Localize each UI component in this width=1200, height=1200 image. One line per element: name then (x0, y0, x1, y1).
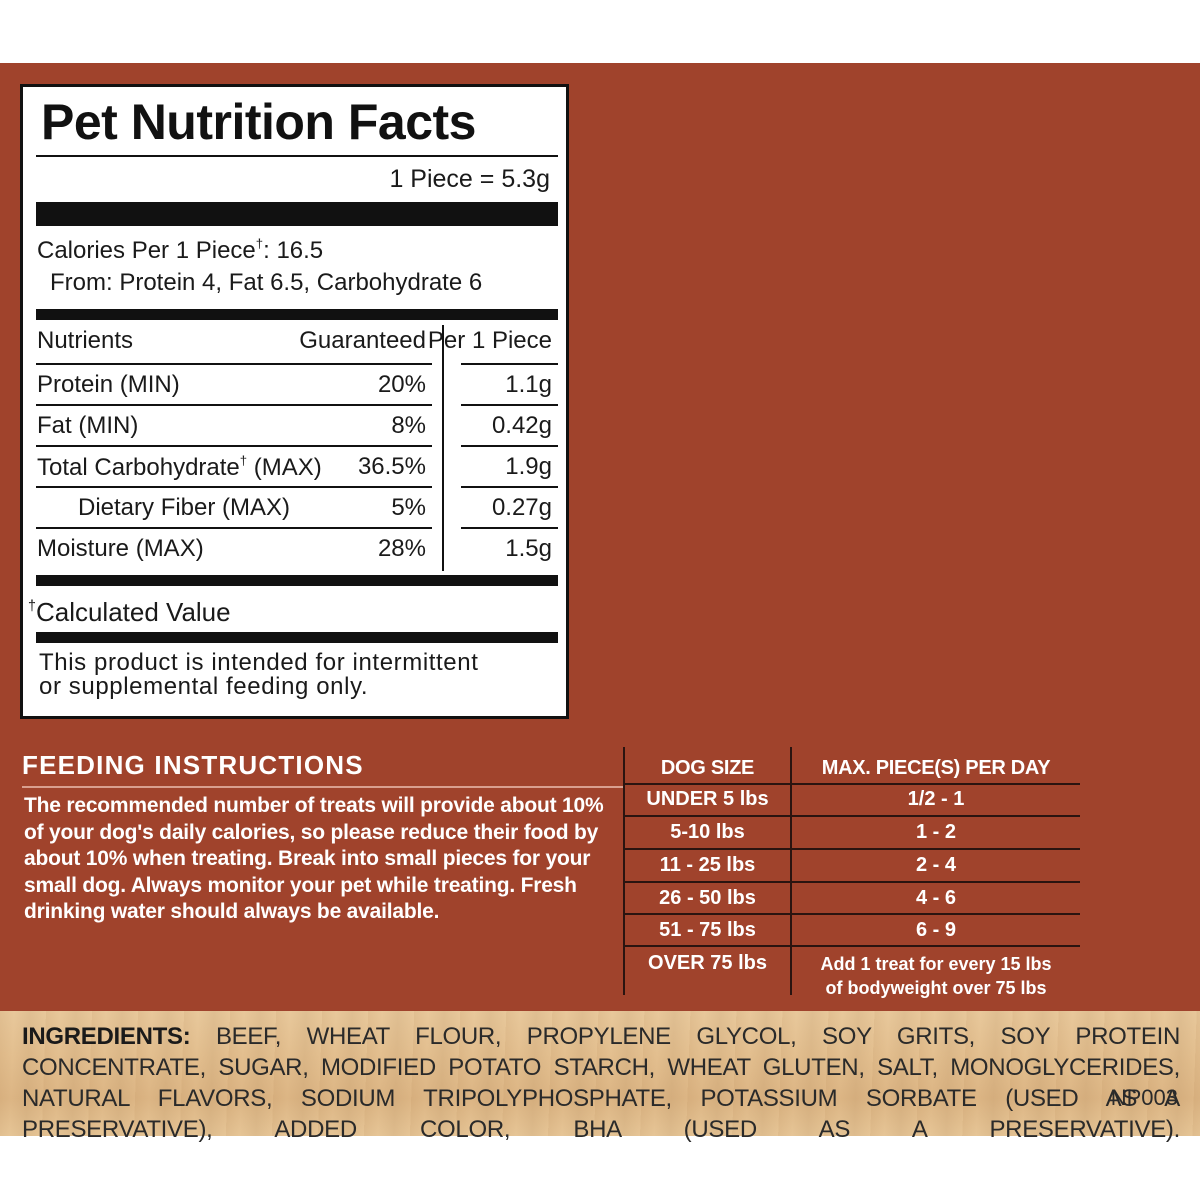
table-cell-size: OVER 75 lbs (648, 952, 767, 974)
top-margin (0, 0, 1200, 63)
table-rule (623, 783, 1080, 785)
medium-divider (36, 575, 558, 586)
nutrition-facts-box: Pet Nutrition Facts 1 Piece = 5.3g Calor… (20, 84, 569, 719)
ingredients-text: INGREDIENTS: BEEF, WHEAT FLOUR, PROPYLEN… (22, 1021, 1180, 1145)
bottom-margin (0, 1136, 1200, 1200)
ingredients-list: BEEF, WHEAT FLOUR, PROPYLENE GLYCOL, SOY… (22, 1023, 1180, 1143)
table-cell-max: Add 1 treat for every 15 lbs of bodyweig… (792, 952, 1080, 1000)
table-rule (623, 815, 1080, 817)
row-rule (36, 527, 432, 529)
nutrient-guaranteed: 28% (377, 535, 426, 562)
header-per-piece: Per 1 Piece (427, 327, 552, 354)
nutrient-guaranteed: 5% (391, 494, 426, 521)
calories-from: From: Protein 4, Fat 6.5, Carbohydrate 6 (50, 269, 483, 296)
table-cell-max: 1 - 2 (915, 821, 957, 843)
table-header-max: MAX. PIECE(S) PER DAY (821, 757, 1051, 779)
nutrient-guaranteed: 8% (391, 412, 426, 439)
nutrient-name: Fat (MIN) (37, 412, 139, 439)
feeding-note-line: or supplemental feeding only. (39, 673, 369, 700)
row-rule (461, 363, 558, 365)
calories-label: Calories Per 1 Piece (37, 236, 256, 264)
table-cell-size: 11 - 25 lbs (659, 854, 756, 876)
nutrient-name: Protein (MIN) (37, 371, 180, 398)
feeding-note: This product is intended for intermitten… (39, 651, 478, 699)
product-code: NP003 (1110, 1085, 1178, 1110)
table-header-size: DOG SIZE (660, 757, 755, 779)
column-divider (442, 325, 444, 571)
calories-line: Calories Per 1 Piece†: 16.5 (37, 236, 323, 265)
nutrient-per-piece: 1.1g (505, 371, 552, 398)
dagger-mark: † (28, 598, 36, 615)
nutrient-per-piece: 1.9g (505, 453, 552, 480)
thick-divider (36, 202, 558, 226)
table-rule (623, 848, 1080, 850)
row-rule (461, 404, 558, 406)
medium-divider (36, 632, 558, 643)
table-cell-max: 6 - 9 (915, 919, 957, 941)
dagger-mark: † (255, 236, 264, 251)
feeding-divider (22, 786, 624, 788)
feeding-note-line: This product is intended for intermitten… (39, 649, 479, 676)
ingredients-band (0, 1011, 1200, 1136)
header-nutrients: Nutrients (37, 327, 134, 354)
table-cell-max: 4 - 6 (915, 887, 957, 909)
row-rule (36, 486, 432, 488)
medium-divider (36, 309, 558, 320)
dagger-mark: † (239, 453, 248, 468)
nutrient-name: Dietary Fiber (MAX) (78, 494, 291, 521)
table-cell-max-line: Add 1 treat for every 15 lbs (820, 954, 1052, 974)
nutrient-per-piece: 1.5g (505, 535, 552, 562)
table-cell-max: 1/2 - 1 (907, 788, 965, 810)
serving-size: 1 Piece = 5.3g (389, 165, 550, 193)
nutrient-name-suffix: (MAX) (247, 453, 322, 481)
row-rule (461, 486, 558, 488)
calories-value: : 16.5 (263, 236, 324, 264)
table-cell-size: 51 - 75 lbs (659, 919, 756, 941)
table-border (623, 747, 625, 995)
table-cell-size: UNDER 5 lbs (646, 788, 769, 810)
nutrient-per-piece: 0.42g (491, 412, 552, 439)
nutrient-guaranteed: 20% (377, 371, 426, 398)
calculated-value-label: Calculated Value (35, 597, 231, 627)
feeding-title: FEEDING INSTRUCTIONS (22, 750, 364, 780)
dog-size-table: DOG SIZE MAX. PIECE(S) PER DAY UNDER 5 l… (623, 747, 1080, 998)
table-cell-max: 2 - 4 (915, 854, 957, 876)
table-rule (623, 881, 1080, 883)
nutrition-title: Pet Nutrition Facts (41, 94, 476, 150)
table-column-divider (790, 747, 792, 995)
row-rule (461, 445, 558, 447)
calculated-value-note: †Calculated Value (28, 597, 231, 628)
table-rule (623, 913, 1080, 915)
title-divider (36, 155, 558, 157)
nutrient-name: Moisture (MAX) (37, 535, 204, 562)
row-rule (36, 363, 432, 365)
ingredients-label: INGREDIENTS: (22, 1023, 191, 1050)
header-guaranteed: Guaranteed (299, 327, 426, 354)
row-rule (36, 445, 432, 447)
table-cell-size: 5-10 lbs (670, 821, 745, 843)
row-rule (36, 404, 432, 406)
nutrient-name-text: Total Carbohydrate (37, 453, 240, 481)
feeding-text: The recommended number of treats will pr… (24, 794, 604, 923)
table-cell-size: 26 - 50 lbs (659, 887, 756, 909)
table-rule (623, 945, 1080, 947)
row-rule (461, 527, 558, 529)
nutrient-per-piece: 0.27g (491, 494, 552, 521)
nutrient-name: Total Carbohydrate† (MAX) (37, 453, 322, 482)
nutrient-guaranteed: 36.5% (357, 453, 426, 480)
table-cell-max-line: of bodyweight over 75 lbs (825, 978, 1047, 998)
